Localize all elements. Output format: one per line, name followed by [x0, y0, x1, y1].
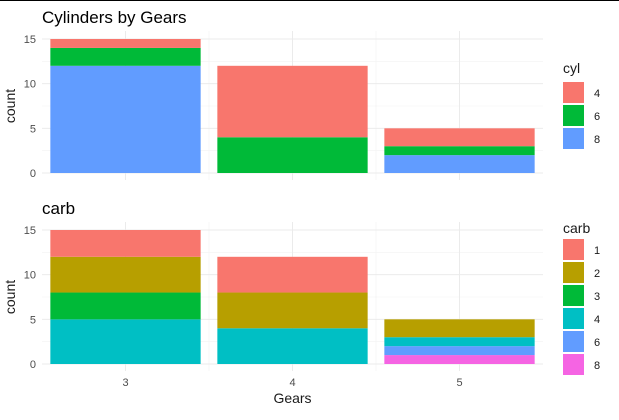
legend-key-8 [563, 128, 584, 149]
x-axis-title: Gears [273, 390, 311, 406]
legend-key-3 [563, 285, 584, 306]
legend-key-4 [563, 82, 584, 103]
bar-segment-gear4-series4 [217, 65, 368, 138]
y-tick-label: 5 [30, 123, 36, 135]
bar-segment-gear5-series8 [384, 355, 535, 364]
legend-key-1 [563, 239, 584, 260]
legend: cyl 4 6 8 [563, 60, 600, 149]
legend-key-6 [563, 105, 584, 126]
y-axis-title: count [2, 89, 18, 123]
x-tick-label: 4 [289, 377, 295, 389]
bar-segment-gear4-series4 [217, 328, 368, 364]
bar-segment-gear4-series1 [217, 256, 368, 293]
legend-label: 4 [594, 88, 600, 100]
bar-segment-gear5-series2 [384, 319, 535, 338]
bar-segment-gear3-series6 [50, 47, 201, 66]
bar-segment-gear3-series8 [50, 65, 201, 173]
legend: carb 1 2 3 4 6 8 [563, 220, 600, 375]
bar-segment-gear3-series4 [50, 39, 201, 48]
y-tick-label: 0 [30, 168, 36, 180]
legend-label: 3 [594, 291, 600, 303]
legend-key-8 [563, 354, 584, 375]
y-tick-label: 5 [30, 314, 36, 326]
bar-segment-gear3-series2 [50, 256, 201, 293]
legend-label: 4 [594, 314, 600, 326]
y-tick-label: 15 [24, 34, 36, 46]
bar-segment-gear5-series8 [384, 155, 535, 173]
bar-segment-gear3-series4 [50, 319, 201, 364]
legend-title: carb [563, 220, 590, 236]
legend-key-6 [563, 331, 584, 352]
bar-segment-gear3-series3 [50, 292, 201, 320]
legend-label: 8 [594, 134, 600, 146]
chart-panel-2: carb 0 5 10 15 count 3 4 5 Gears carb 1 2 3 4 6 8 [2, 199, 600, 406]
bar-segment-gear5-series4 [384, 337, 535, 347]
legend-label: 1 [594, 245, 600, 257]
y-tick-label: 10 [24, 79, 36, 91]
bar-segment-gear3-series1 [50, 230, 201, 257]
y-tick-label: 0 [30, 359, 36, 371]
bar-segment-gear4-series2 [217, 292, 368, 329]
legend-title: cyl [563, 60, 580, 76]
legend-label: 6 [594, 111, 600, 123]
bar-segment-gear5-series6 [384, 346, 535, 356]
chart-panel-1: Cylinders by Gears 0 5 10 15 count cyl 4 6 8 [2, 8, 600, 180]
legend-label: 2 [594, 268, 600, 280]
bar-segment-gear5-series4 [384, 128, 535, 147]
bar-segment-gear4-series6 [217, 137, 368, 173]
legend-key-2 [563, 262, 584, 283]
y-axis-title: count [2, 280, 18, 314]
x-tick-label: 3 [122, 377, 128, 389]
legend-label: 8 [594, 360, 600, 372]
x-tick-label: 5 [456, 377, 462, 389]
bar-segment-gear5-series6 [384, 146, 535, 156]
chart-title: carb [42, 199, 75, 218]
y-tick-label: 10 [24, 270, 36, 282]
chart-title: Cylinders by Gears [42, 8, 187, 27]
legend-key-4 [563, 308, 584, 329]
legend-label: 6 [594, 337, 600, 349]
top-border-line [0, 0, 619, 1]
y-tick-label: 15 [24, 225, 36, 237]
